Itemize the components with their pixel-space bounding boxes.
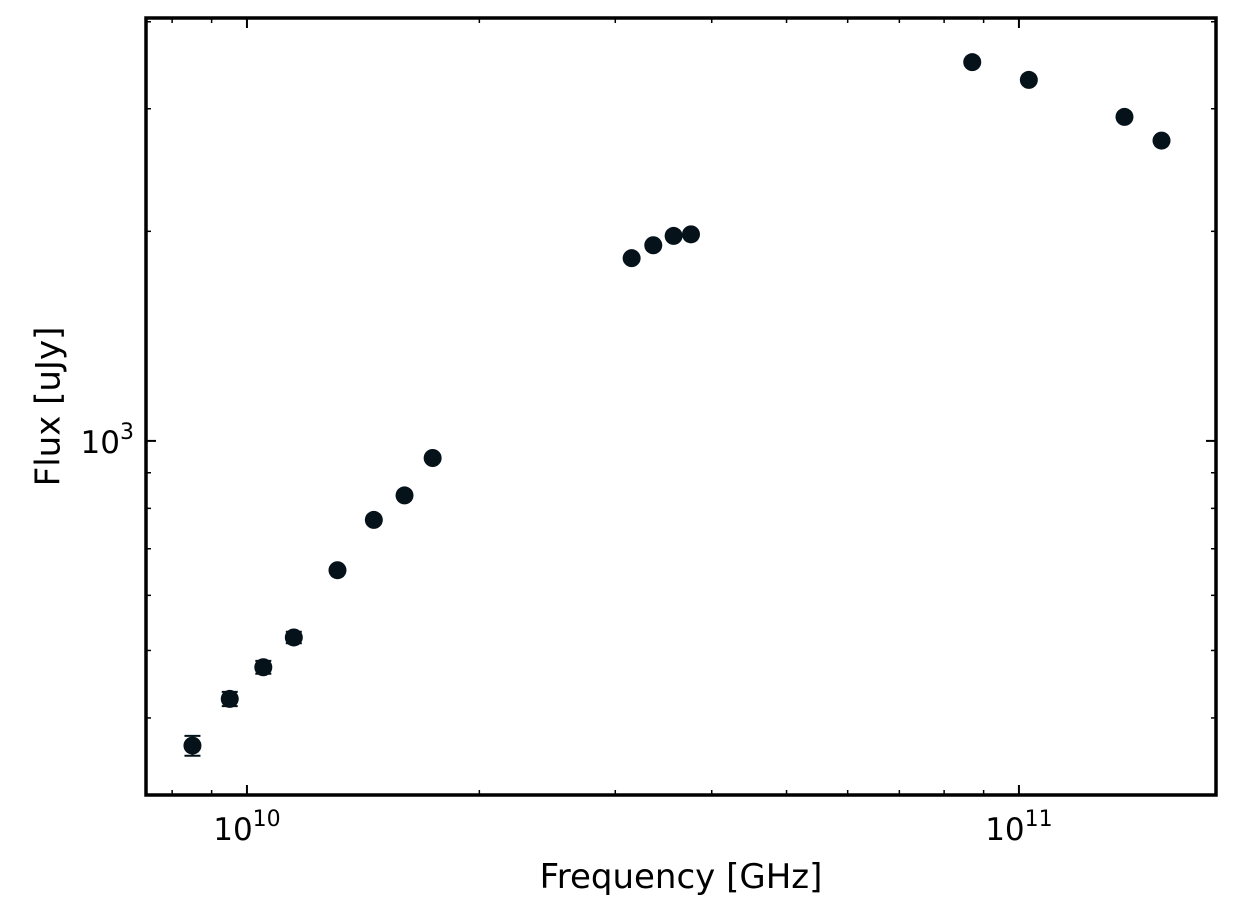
data-point (963, 53, 982, 72)
minor-ticks (146, 18, 1216, 795)
y-tick-exponent: 3 (120, 420, 134, 445)
x-tick-labels: 1010 1011 (213, 807, 1052, 848)
data-point (284, 628, 303, 647)
data-point (1152, 131, 1171, 150)
y-tick-labels: 103 (81, 420, 134, 461)
data-point (254, 658, 273, 677)
x-tick-base: 10 (985, 812, 1024, 848)
x-tick-label: 1010 (213, 807, 280, 848)
data-point (664, 226, 683, 245)
data-point (1115, 107, 1134, 126)
error-bars (184, 630, 302, 757)
data-point (183, 736, 202, 755)
x-tick-exponent: 10 (253, 807, 281, 832)
data-point (644, 236, 663, 255)
x-tick-label: 1011 (985, 807, 1052, 848)
y-axis-label: Flux [uJy] (29, 327, 69, 487)
y-tick-base: 10 (81, 425, 120, 461)
y-tick-label: 103 (81, 420, 134, 461)
plot-frame (144, 16, 1218, 797)
major-ticks (146, 18, 1216, 795)
x-axis-label: Frequency [GHz] (540, 857, 823, 897)
x-tick-base: 10 (213, 812, 252, 848)
x-tick-exponent: 11 (1025, 807, 1053, 832)
data-point (1019, 70, 1038, 89)
data-point (622, 249, 641, 268)
data-point (681, 225, 700, 244)
data-point (220, 689, 239, 708)
data-point (328, 561, 347, 580)
data-point (423, 449, 442, 468)
data-points (183, 53, 1171, 755)
data-point (364, 510, 383, 529)
data-point (395, 486, 414, 505)
